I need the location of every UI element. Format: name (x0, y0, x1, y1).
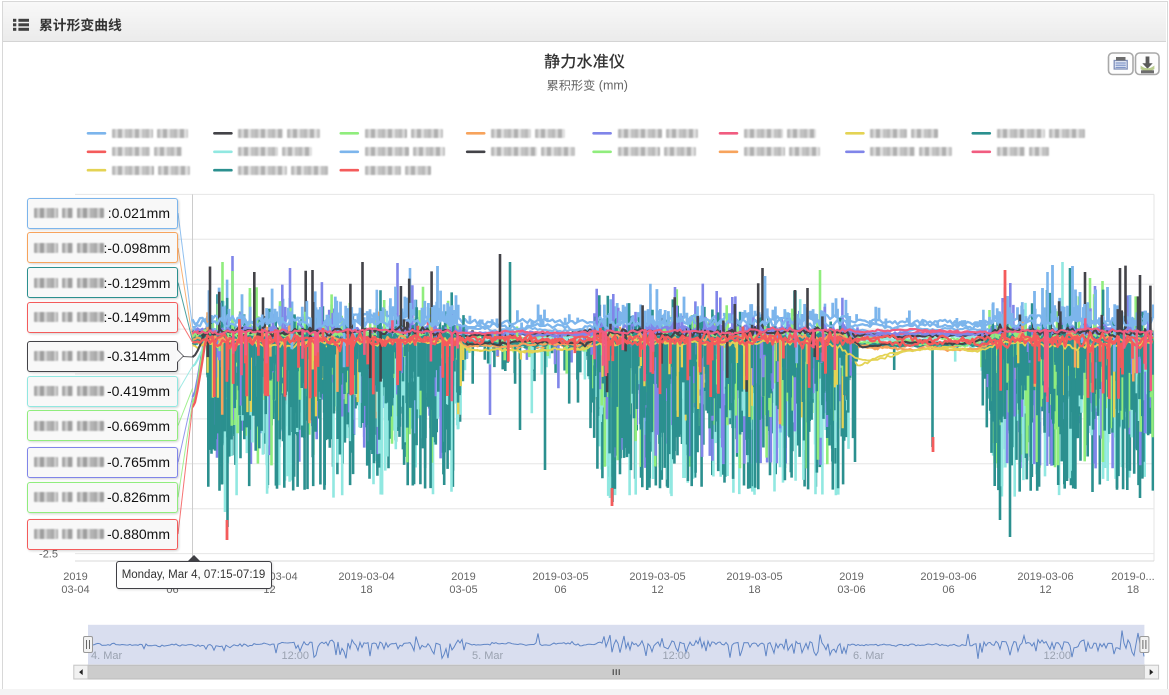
svg-text:06: 06 (554, 584, 566, 596)
svg-text:18: 18 (748, 584, 760, 596)
svg-text:-2.5: -2.5 (39, 549, 58, 561)
svg-text:06: 06 (942, 584, 954, 596)
svg-text:12: 12 (1039, 584, 1051, 596)
svg-text:5. Mar: 5. Mar (472, 650, 504, 662)
svg-text:6. Mar: 6. Mar (853, 650, 885, 662)
svg-text:2019: 2019 (451, 571, 475, 583)
svg-text:2019-03-05: 2019-03-05 (629, 571, 685, 583)
svg-text:12: 12 (651, 584, 663, 596)
svg-text:2019-03-05: 2019-03-05 (532, 571, 588, 583)
svg-text:12:00: 12:00 (282, 650, 310, 662)
svg-text:18: 18 (360, 584, 372, 596)
svg-text:(mm): (mm) (599, 79, 628, 93)
svg-text:12:00: 12:00 (663, 650, 691, 662)
svg-text:2019-0...: 2019-0... (1111, 571, 1154, 583)
svg-text:03-06: 03-06 (837, 584, 865, 596)
svg-text:2019-03-05: 2019-03-05 (726, 571, 782, 583)
svg-text:2019: 2019 (63, 571, 87, 583)
svg-text:03-05: 03-05 (449, 584, 477, 596)
svg-text:18: 18 (1127, 584, 1139, 596)
svg-text:03-04: 03-04 (61, 584, 89, 596)
svg-text:2019-03-06: 2019-03-06 (920, 571, 976, 583)
svg-text:2019-03-06: 2019-03-06 (1017, 571, 1073, 583)
svg-text:12:00: 12:00 (1044, 650, 1072, 662)
svg-text:2019: 2019 (839, 571, 863, 583)
svg-text:4. Mar: 4. Mar (91, 650, 123, 662)
svg-text:2019-03-04: 2019-03-04 (338, 571, 394, 583)
